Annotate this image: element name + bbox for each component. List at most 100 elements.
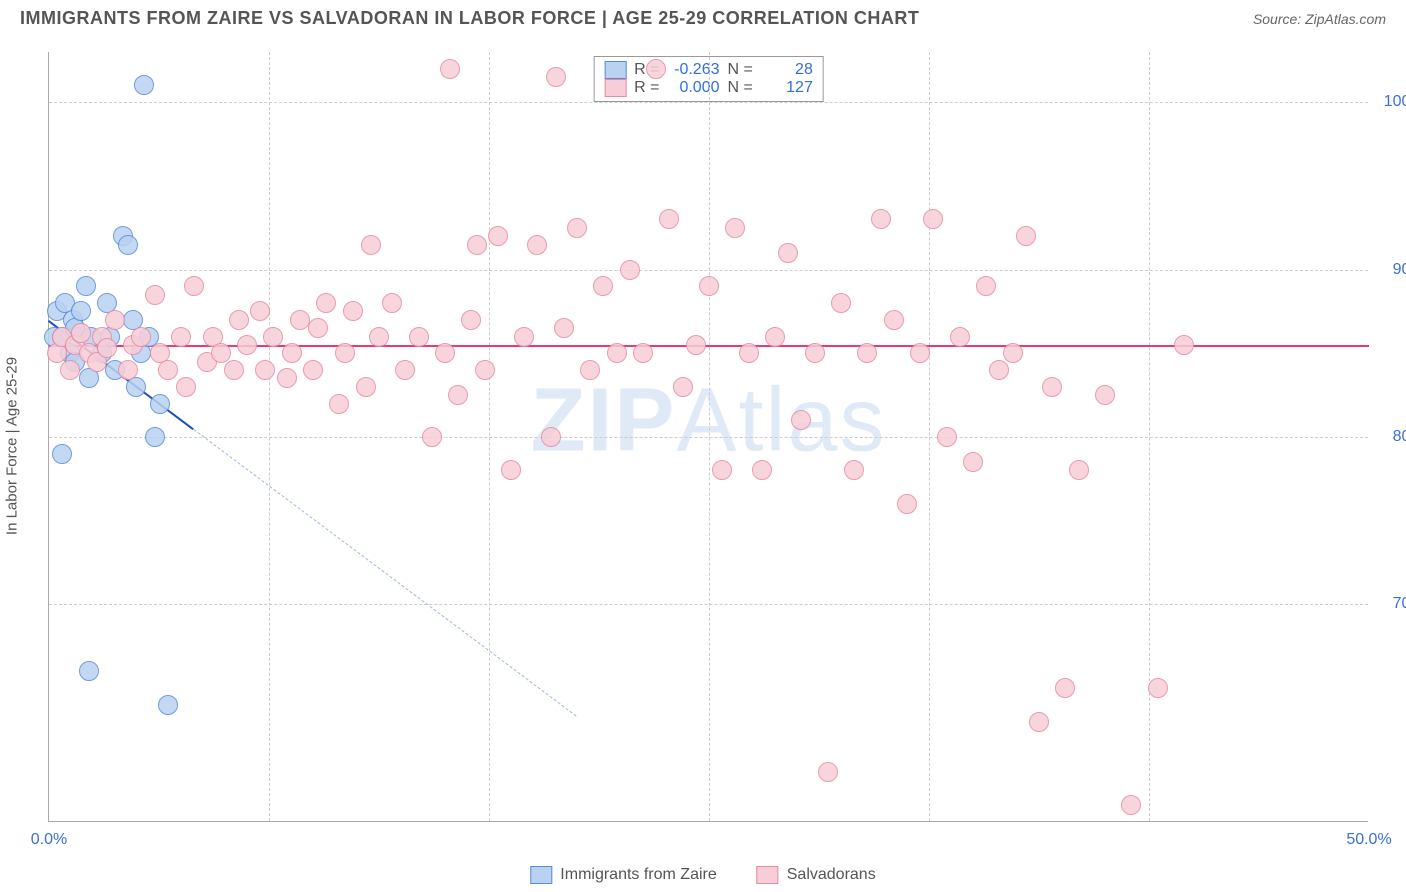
data-point — [145, 285, 165, 305]
data-point — [950, 327, 970, 347]
data-point — [673, 377, 693, 397]
data-point — [250, 301, 270, 321]
data-point — [752, 460, 772, 480]
data-point — [395, 360, 415, 380]
data-point — [158, 360, 178, 380]
legend-label-zaire: Immigrants from Zaire — [560, 866, 716, 884]
x-tick-label: 0.0% — [31, 831, 67, 849]
data-point — [567, 218, 587, 238]
data-point — [541, 427, 561, 447]
data-point — [171, 327, 191, 347]
r-label-1: R = — [634, 79, 659, 97]
data-point — [607, 343, 627, 363]
watermark-bold: ZIP — [530, 371, 676, 471]
bottom-legend: Immigrants from Zaire Salvadorans — [530, 866, 875, 884]
data-point — [963, 452, 983, 472]
data-point — [290, 310, 310, 330]
data-point — [176, 377, 196, 397]
data-point — [1174, 335, 1194, 355]
data-point — [844, 460, 864, 480]
data-point — [282, 343, 302, 363]
data-point — [659, 209, 679, 229]
data-point — [937, 427, 957, 447]
data-point — [620, 260, 640, 280]
legend-item-salvadoran: Salvadorans — [757, 866, 876, 884]
data-point — [224, 360, 244, 380]
data-point — [71, 323, 91, 343]
swatch-zaire — [604, 61, 626, 79]
data-point — [1003, 343, 1023, 363]
data-point — [467, 235, 487, 255]
data-point — [335, 343, 355, 363]
gridline-v — [269, 52, 270, 821]
data-point — [857, 343, 877, 363]
data-point — [884, 310, 904, 330]
data-point — [488, 226, 508, 246]
data-point — [237, 335, 257, 355]
data-point — [805, 343, 825, 363]
data-point — [712, 460, 732, 480]
data-point — [229, 310, 249, 330]
data-point — [686, 335, 706, 355]
data-point — [263, 327, 283, 347]
data-point — [255, 360, 275, 380]
data-point — [105, 310, 125, 330]
gridline-v — [489, 52, 490, 821]
r-value-1: 0.000 — [668, 79, 720, 97]
data-point — [514, 327, 534, 347]
data-point — [1069, 460, 1089, 480]
data-point — [527, 235, 547, 255]
data-point — [134, 75, 154, 95]
chart-title: IMMIGRANTS FROM ZAIRE VS SALVADORAN IN L… — [20, 8, 919, 29]
data-point — [131, 327, 151, 347]
y-tick-label: 90.0% — [1378, 261, 1406, 279]
data-point — [382, 293, 402, 313]
data-point — [308, 318, 328, 338]
data-point — [409, 327, 429, 347]
data-point — [1055, 678, 1075, 698]
y-tick-label: 100.0% — [1378, 93, 1406, 111]
data-point — [554, 318, 574, 338]
data-point — [739, 343, 759, 363]
data-point — [818, 762, 838, 782]
data-point — [501, 460, 521, 480]
data-point — [1016, 226, 1036, 246]
swatch-salvadoran — [604, 79, 626, 97]
data-point — [897, 494, 917, 514]
scatter-chart: ZIPAtlas R = -0.263 N = 28 R = 0.000 N =… — [48, 52, 1368, 822]
data-point — [778, 243, 798, 263]
data-point — [923, 209, 943, 229]
title-bar: IMMIGRANTS FROM ZAIRE VS SALVADORAN IN L… — [0, 0, 1406, 33]
data-point — [118, 235, 138, 255]
data-point — [989, 360, 1009, 380]
data-point — [435, 343, 455, 363]
data-point — [211, 343, 231, 363]
data-point — [831, 293, 851, 313]
y-tick-label: 70.0% — [1378, 595, 1406, 613]
data-point — [546, 67, 566, 87]
data-point — [461, 310, 481, 330]
x-tick-label: 50.0% — [1346, 831, 1391, 849]
data-point — [356, 377, 376, 397]
gridline-v — [929, 52, 930, 821]
data-point — [910, 343, 930, 363]
data-point — [422, 427, 442, 447]
data-point — [184, 276, 204, 296]
data-point — [145, 427, 165, 447]
data-point — [765, 327, 785, 347]
data-point — [329, 394, 349, 414]
data-point — [118, 360, 138, 380]
data-point — [580, 360, 600, 380]
data-point — [343, 301, 363, 321]
source-credit: Source: ZipAtlas.com — [1253, 11, 1386, 27]
data-point — [60, 360, 80, 380]
gridline-v — [1149, 52, 1150, 821]
data-point — [725, 218, 745, 238]
n-value-1: 127 — [761, 79, 813, 97]
data-point — [440, 59, 460, 79]
data-point — [1095, 385, 1115, 405]
n-label-0: N = — [728, 61, 753, 79]
y-tick-label: 80.0% — [1378, 428, 1406, 446]
data-point — [52, 444, 72, 464]
legend-swatch-zaire — [530, 866, 552, 884]
